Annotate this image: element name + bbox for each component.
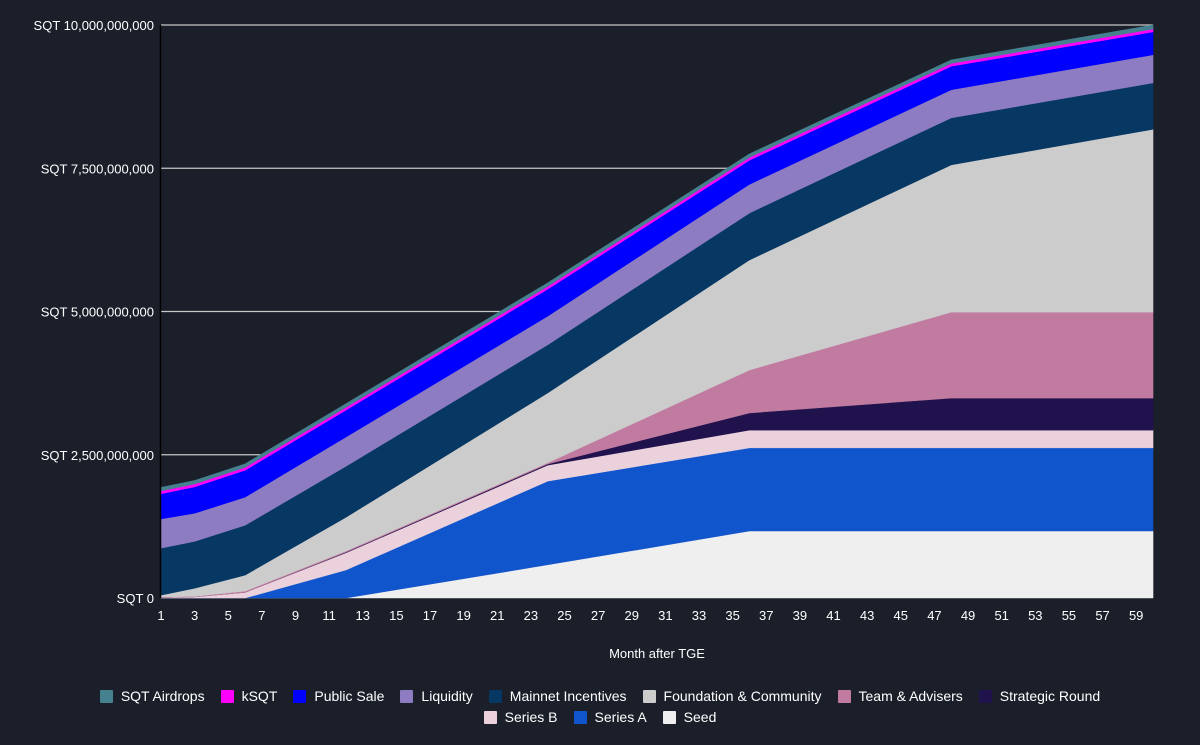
legend-item[interactable]: Foundation & Community xyxy=(642,686,822,707)
legend-item[interactable]: SQT Airdrops xyxy=(99,686,205,707)
x-tick-label: 59 xyxy=(1129,608,1143,623)
x-tick-label: 51 xyxy=(994,608,1008,623)
legend-item[interactable]: Public Sale xyxy=(293,686,384,707)
legend-item[interactable]: kSQT xyxy=(220,686,278,707)
legend-label: Series A xyxy=(594,709,647,725)
legend-swatch xyxy=(662,711,676,724)
legend-row: Series B Series A Seed xyxy=(0,707,1200,728)
x-tick-label: 35 xyxy=(725,608,739,623)
legend-swatch xyxy=(488,690,502,703)
legend-item[interactable]: Seed xyxy=(662,707,717,728)
x-tick-label: 7 xyxy=(258,608,265,623)
legend-swatch xyxy=(483,711,497,724)
legend-swatch xyxy=(400,690,414,703)
x-tick-label: 25 xyxy=(557,608,571,623)
area-sqt-airdrops xyxy=(160,24,1154,492)
legend-swatch xyxy=(220,690,234,703)
legend-label: Foundation & Community xyxy=(663,688,822,704)
x-tick-label: 21 xyxy=(490,608,504,623)
x-tick-label: 41 xyxy=(826,608,840,623)
y-tick-label: SQT 0 xyxy=(117,591,154,606)
x-tick-label: 15 xyxy=(389,608,403,623)
legend-swatch xyxy=(99,690,113,703)
x-tick-label: 37 xyxy=(759,608,773,623)
y-tick-label: SQT 7,500,000,000 xyxy=(41,161,154,176)
x-tick-label: 27 xyxy=(591,608,605,623)
y-tick-label: SQT 2,500,000,000 xyxy=(41,448,154,463)
stacked-area-chart: SQT 0 SQT 2,500,000,000 SQT 5,000,000,000 S… xyxy=(34,18,1154,661)
legend-label: Series B xyxy=(504,709,558,725)
legend-swatch xyxy=(642,690,656,703)
legend-row: SQT Airdrops kSQT Public Sale Liquidity Main… xyxy=(0,686,1200,707)
x-tick-label: 11 xyxy=(322,608,336,623)
x-tick-label: 29 xyxy=(625,608,639,623)
x-tick-label: 31 xyxy=(658,608,672,623)
legend-swatch xyxy=(837,690,851,703)
x-tick-label: 17 xyxy=(423,608,437,623)
legend: SQT Airdrops kSQT Public Sale Liquidity Main… xyxy=(0,686,1200,728)
legend-label: kSQT xyxy=(241,688,278,704)
x-tick-label: 53 xyxy=(1028,608,1042,623)
x-tick-label: 43 xyxy=(860,608,874,623)
x-tick-label: 3 xyxy=(191,608,198,623)
legend-swatch xyxy=(978,690,992,703)
legend-item[interactable]: Series A xyxy=(573,707,647,728)
legend-label: Strategic Round xyxy=(999,688,1101,704)
y-tick-label: SQT 10,000,000,000 xyxy=(34,18,154,33)
legend-item[interactable]: Team & Advisers xyxy=(837,686,963,707)
x-tick-label: 49 xyxy=(961,608,975,623)
x-tick-label: 57 xyxy=(1095,608,1109,623)
legend-item[interactable]: Strategic Round xyxy=(978,686,1101,707)
y-tick-label: SQT 5,000,000,000 xyxy=(41,305,154,320)
x-tick-label: 55 xyxy=(1062,608,1076,623)
x-axis-ticks: 1 3 5 7 9 11 13 15 17 19 21 23 25 27 29 31 33 35 37 39 41 43 4… xyxy=(157,608,1143,623)
x-tick-label: 33 xyxy=(692,608,706,623)
legend-label: SQT Airdrops xyxy=(120,688,205,704)
x-tick-label: 45 xyxy=(894,608,908,623)
legend-swatch xyxy=(293,690,307,703)
y-axis-ticks: SQT 0 SQT 2,500,000,000 SQT 5,000,000,000 S… xyxy=(34,18,154,606)
legend-label: Seed xyxy=(683,709,717,725)
legend-item[interactable]: Series B xyxy=(483,707,558,728)
legend-item[interactable]: Mainnet Incentives xyxy=(488,686,627,707)
x-tick-label: 5 xyxy=(225,608,232,623)
x-tick-label: 9 xyxy=(292,608,299,623)
x-tick-label: 47 xyxy=(927,608,941,623)
x-tick-label: 13 xyxy=(356,608,370,623)
x-axis-label: Month after TGE xyxy=(609,646,705,661)
legend-label: Team & Advisers xyxy=(858,688,963,704)
legend-label: Public Sale xyxy=(314,688,385,704)
x-tick-label: 1 xyxy=(157,608,164,623)
x-tick-label: 39 xyxy=(793,608,807,623)
legend-label: Mainnet Incentives xyxy=(509,688,627,704)
area-series xyxy=(160,24,1154,599)
legend-swatch xyxy=(573,711,587,724)
x-tick-label: 19 xyxy=(456,608,470,623)
legend-label: Liquidity xyxy=(421,688,473,704)
legend-item[interactable]: Liquidity xyxy=(400,686,473,707)
x-tick-label: 23 xyxy=(524,608,538,623)
